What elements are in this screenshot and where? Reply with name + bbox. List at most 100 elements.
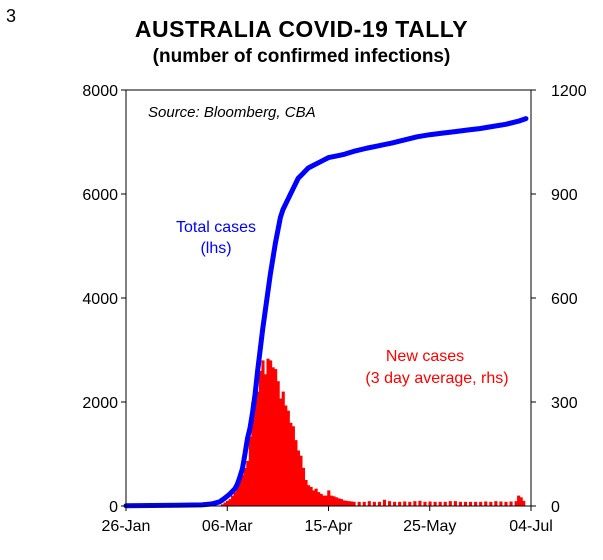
x-tick-label: 25-May xyxy=(403,518,456,535)
new-cases-bar xyxy=(433,501,437,506)
new-cases-bar xyxy=(448,501,452,506)
y-left-tick-label: 6000 xyxy=(82,187,118,204)
plot-frame xyxy=(125,89,532,507)
y-right-tick-label: 600 xyxy=(551,291,578,308)
new-cases-bar xyxy=(248,436,252,506)
new-cases-bar xyxy=(474,501,478,506)
new-cases-bar xyxy=(339,499,344,506)
new-cases-bars xyxy=(220,358,526,506)
new-cases-bar xyxy=(238,480,242,506)
new-cases-bar xyxy=(509,501,513,506)
new-cases-bar xyxy=(306,485,311,506)
new-cases-bar xyxy=(327,490,331,506)
new-cases-bar xyxy=(494,501,498,506)
new-cases-bar xyxy=(299,455,303,506)
new-cases-bar xyxy=(296,450,300,506)
new-cases-bar xyxy=(413,501,417,506)
new-cases-bar xyxy=(484,501,488,506)
new-cases-bar xyxy=(443,501,447,506)
new-cases-bar xyxy=(314,488,318,506)
new-cases-bar xyxy=(266,358,270,506)
new-cases-bar xyxy=(337,498,341,506)
new-cases-bar xyxy=(334,497,338,506)
new-cases-bar xyxy=(479,501,483,506)
new-cases-bar xyxy=(332,496,336,506)
new-cases-bar xyxy=(319,493,323,506)
new-cases-bar xyxy=(357,501,361,506)
new-cases-bar xyxy=(522,500,526,506)
figure-number: 3 xyxy=(6,6,17,26)
new-cases-bar xyxy=(377,501,381,506)
x-tick-label: 26-Jan xyxy=(102,518,151,535)
new-cases-bar xyxy=(269,360,273,506)
x-tick-label: 04-Jul xyxy=(509,518,553,535)
new-cases-bar xyxy=(438,501,442,506)
new-cases-bar xyxy=(387,501,392,506)
new-cases-bar xyxy=(231,495,235,506)
new-cases-bar xyxy=(309,486,313,506)
new-cases-bar xyxy=(301,467,306,506)
new-cases-bar xyxy=(418,500,422,506)
new-cases-label: New cases xyxy=(386,348,464,365)
new-cases-bar xyxy=(504,501,508,506)
new-cases-bar xyxy=(468,501,473,506)
new-cases-bar xyxy=(312,490,316,506)
new-cases-bar xyxy=(324,495,328,506)
new-cases-bar xyxy=(347,501,351,506)
new-cases-bar xyxy=(317,492,321,506)
new-cases-bar xyxy=(274,369,278,506)
new-cases-bar xyxy=(423,501,427,506)
chart-title: AUSTRALIA COVID-19 TALLY xyxy=(134,16,469,42)
new-cases-bar xyxy=(286,410,290,506)
new-cases-bar xyxy=(342,500,346,506)
total-cases-label: Total cases xyxy=(176,219,256,236)
new-cases-bar xyxy=(408,501,412,506)
new-cases-bar xyxy=(393,501,397,506)
new-cases-bar xyxy=(258,370,263,506)
y-left-tick-label: 4000 xyxy=(82,291,118,308)
new-cases-bar xyxy=(517,495,521,506)
new-cases-bar xyxy=(256,391,260,506)
new-cases-bar xyxy=(372,501,376,506)
x-tick-label: 15-Apr xyxy=(304,518,353,535)
new-cases-bar xyxy=(271,367,275,506)
y-left-tick-label: 8000 xyxy=(82,83,118,100)
new-cases-bar xyxy=(382,499,387,506)
new-cases-bar xyxy=(322,495,326,506)
new-cases-bar xyxy=(289,422,293,506)
new-cases-bar xyxy=(233,492,237,506)
y-right-tick-label: 300 xyxy=(551,395,578,412)
y-left-tick-label: 0 xyxy=(109,499,118,516)
new-cases-bar xyxy=(304,480,308,506)
new-cases-bar xyxy=(350,501,354,506)
new-cases-bar xyxy=(276,381,280,506)
new-cases-bar xyxy=(263,374,268,506)
new-cases-bar xyxy=(281,391,285,506)
y-right-tick-label: 1200 xyxy=(551,83,587,100)
new-cases-bar xyxy=(398,501,402,506)
new-cases-bar xyxy=(489,501,493,506)
new-cases-bar xyxy=(428,501,432,506)
source-note: Source: Bloomberg, CBA xyxy=(148,104,316,121)
new-cases-bar xyxy=(519,497,523,506)
new-cases-bar xyxy=(228,499,232,506)
new-cases-bar xyxy=(225,500,230,506)
new-cases-bar xyxy=(291,426,295,506)
new-cases-bar xyxy=(294,440,298,506)
new-cases-bar xyxy=(344,500,349,506)
new-cases-bar xyxy=(279,398,283,506)
total-cases-label-sub: (lhs) xyxy=(200,240,231,257)
new-cases-bar xyxy=(243,467,247,506)
new-cases-bar xyxy=(253,398,257,506)
new-cases-bar xyxy=(514,501,518,506)
new-cases-bar xyxy=(403,501,407,506)
x-tick-label: 06-Mar xyxy=(202,518,253,535)
new-cases-bar xyxy=(463,501,468,506)
new-cases-bar xyxy=(251,402,255,506)
new-cases-bar xyxy=(329,495,333,506)
new-cases-bar xyxy=(499,501,503,506)
new-cases-bar xyxy=(453,501,457,506)
new-cases-bar xyxy=(246,460,250,506)
new-cases-bar xyxy=(284,405,288,506)
